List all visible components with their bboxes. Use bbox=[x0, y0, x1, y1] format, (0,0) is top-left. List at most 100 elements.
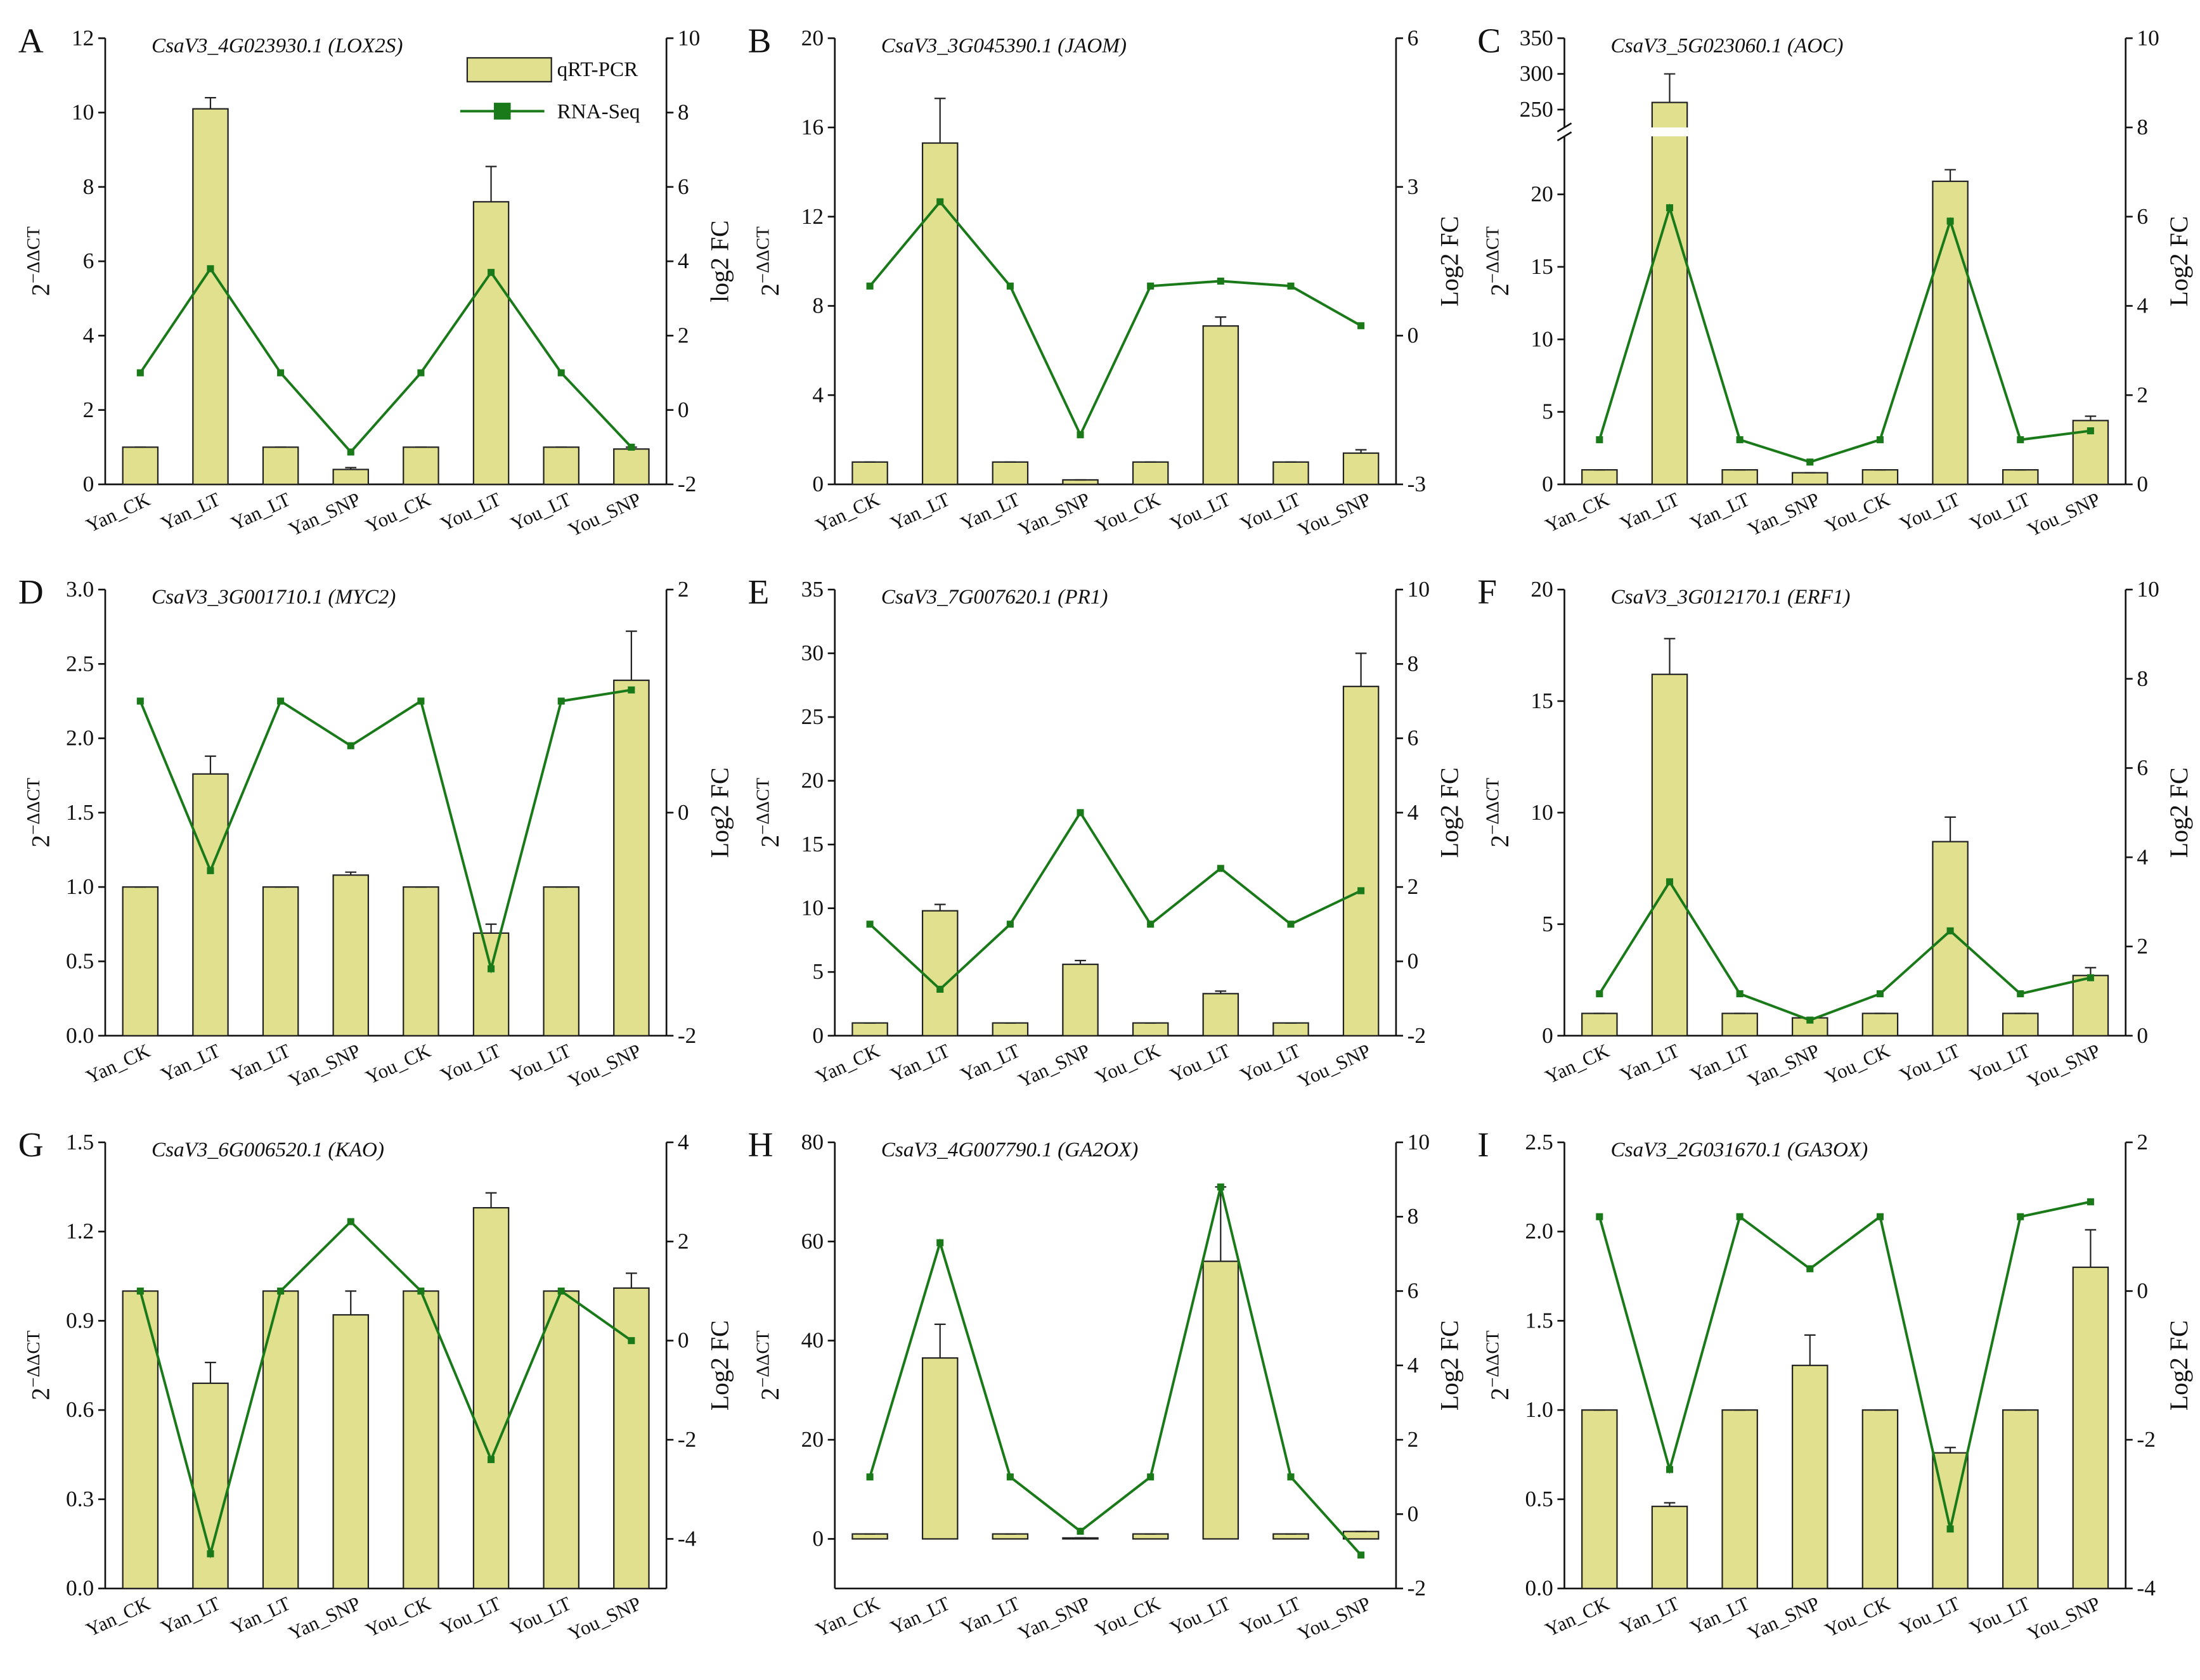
y-tick-label: 300 bbox=[1520, 61, 1553, 86]
line-marker bbox=[417, 697, 425, 705]
y-tick-label: 12 bbox=[72, 25, 94, 50]
x-tick-label: Yan_LT bbox=[157, 1592, 224, 1639]
x-tick-label: Yan_SNP bbox=[1014, 488, 1093, 541]
line-marker bbox=[207, 867, 214, 874]
line-marker bbox=[1666, 878, 1674, 886]
panel-letter: A bbox=[18, 21, 44, 60]
x-tick-label: You_LT bbox=[507, 488, 574, 535]
panel-letter: H bbox=[748, 1125, 773, 1164]
x-tick-label: You_CK bbox=[362, 1592, 434, 1641]
bar bbox=[192, 773, 229, 1037]
y-tick-label: 0.0 bbox=[1525, 1575, 1553, 1601]
bar bbox=[1792, 1364, 1828, 1589]
y2-tick-label: 4 bbox=[678, 1129, 689, 1154]
line-marker bbox=[1876, 1213, 1884, 1220]
axis-break bbox=[1556, 131, 1572, 141]
x-tick-label: You_CK bbox=[1092, 488, 1164, 537]
x-tick-label: You_CK bbox=[1821, 488, 1894, 537]
panel-title: CsaV3_3G012170.1 (ERF1) bbox=[1611, 585, 1851, 609]
x-tick-label: You_LT bbox=[507, 1039, 574, 1086]
line-marker bbox=[557, 697, 565, 705]
x-tick-label: Yan_SNP bbox=[285, 1039, 364, 1092]
bar bbox=[1342, 452, 1380, 486]
y-tick-label: 20 bbox=[1530, 576, 1553, 602]
y-tick-label: 0.9 bbox=[66, 1307, 94, 1333]
bar bbox=[1581, 1012, 1618, 1037]
line-marker bbox=[866, 1473, 874, 1481]
line-marker bbox=[207, 265, 214, 273]
line-marker bbox=[1736, 436, 1744, 444]
line-marker bbox=[1806, 1016, 1814, 1024]
line-marker bbox=[347, 448, 354, 456]
bar bbox=[851, 1022, 888, 1037]
line-series bbox=[1598, 1200, 2091, 1530]
y2-tick-label: 0 bbox=[1407, 948, 1419, 973]
y-axis-label-base: 2 bbox=[1486, 1388, 1514, 1400]
bar bbox=[1062, 964, 1099, 1037]
x-tick-label: You_SNP bbox=[1294, 1039, 1374, 1092]
bar bbox=[1272, 461, 1309, 486]
y2-tick-label: 6 bbox=[2137, 204, 2148, 229]
y-axis-label: 2−ΔΔCT bbox=[23, 226, 55, 296]
y-tick-label: 16 bbox=[801, 114, 824, 139]
y-tick-label: 15 bbox=[1530, 254, 1553, 279]
bar bbox=[1202, 1260, 1239, 1540]
bar bbox=[851, 461, 888, 486]
line-marker bbox=[2017, 1213, 2024, 1220]
y2-tick-label: -3 bbox=[1407, 471, 1426, 496]
bar bbox=[472, 201, 510, 486]
y2-tick-label: 2 bbox=[678, 576, 689, 602]
line-marker bbox=[488, 1456, 495, 1463]
x-tick-label: You_LT bbox=[1167, 488, 1234, 535]
y2-axis-label: Log2 FC bbox=[706, 1320, 734, 1411]
y-tick-label: 5 bbox=[1542, 399, 1553, 424]
x-tick-label: You_SNP bbox=[1294, 1592, 1374, 1645]
y-axis-label-sup: −ΔΔCT bbox=[23, 777, 44, 834]
y-tick-label: 8 bbox=[83, 174, 94, 199]
line-marker bbox=[277, 1287, 285, 1295]
bar bbox=[122, 886, 159, 1037]
legend-label: RNA-Seq bbox=[557, 100, 640, 123]
line-marker bbox=[1217, 1183, 1224, 1191]
y2-tick-label: 2 bbox=[2137, 382, 2148, 407]
y2-tick-label: 4 bbox=[2137, 293, 2148, 318]
line-marker bbox=[1077, 431, 1084, 439]
axis-break bbox=[1556, 122, 1572, 132]
y-tick-label: 0.0 bbox=[66, 1575, 94, 1601]
y2-tick-label: 3 bbox=[1407, 174, 1419, 199]
y2-tick-label: 0 bbox=[1407, 1501, 1419, 1526]
y-axis-label-sup: −ΔΔCT bbox=[753, 226, 773, 283]
x-tick-label: Yan_SNP bbox=[1014, 1039, 1093, 1092]
x-tick-label: You_LT bbox=[1237, 1039, 1304, 1086]
y-tick-label: 80 bbox=[801, 1129, 824, 1154]
y-tick-label: 0.0 bbox=[66, 1023, 94, 1048]
bar bbox=[1132, 1022, 1169, 1037]
y2-tick-label: 0 bbox=[2137, 471, 2148, 496]
y-tick-label: 10 bbox=[801, 895, 824, 921]
bar bbox=[1202, 325, 1239, 486]
y-axis-label-sup: −ΔΔCT bbox=[753, 1330, 773, 1387]
y2-tick-label: 4 bbox=[678, 248, 689, 273]
y-axis-label-sup: −ΔΔCT bbox=[1482, 1330, 1503, 1387]
bar bbox=[122, 446, 159, 486]
bar bbox=[2002, 469, 2039, 486]
line-marker bbox=[628, 686, 635, 694]
y-tick-label: 1.0 bbox=[1525, 1397, 1553, 1422]
line-marker bbox=[1806, 1265, 1814, 1272]
line-marker bbox=[1946, 1525, 1954, 1533]
line-marker bbox=[277, 697, 285, 705]
y2-tick-label: 8 bbox=[678, 100, 689, 125]
y-tick-label: 0.5 bbox=[1525, 1486, 1553, 1511]
x-tick-label: You_LT bbox=[437, 488, 504, 535]
x-tick-label: You_SNP bbox=[2024, 1039, 2104, 1092]
line-marker bbox=[277, 369, 285, 377]
y-tick-label: 5 bbox=[812, 959, 824, 984]
line-series bbox=[869, 200, 1362, 438]
bar bbox=[403, 886, 439, 1037]
y-tick-label: 1.5 bbox=[1525, 1307, 1553, 1333]
line-marker bbox=[866, 921, 874, 928]
x-tick-label: Yan_LT bbox=[228, 488, 294, 535]
y2-tick-label: 2 bbox=[678, 1228, 689, 1253]
y-tick-label: 20 bbox=[801, 25, 824, 50]
panel-letter: E bbox=[748, 572, 770, 611]
